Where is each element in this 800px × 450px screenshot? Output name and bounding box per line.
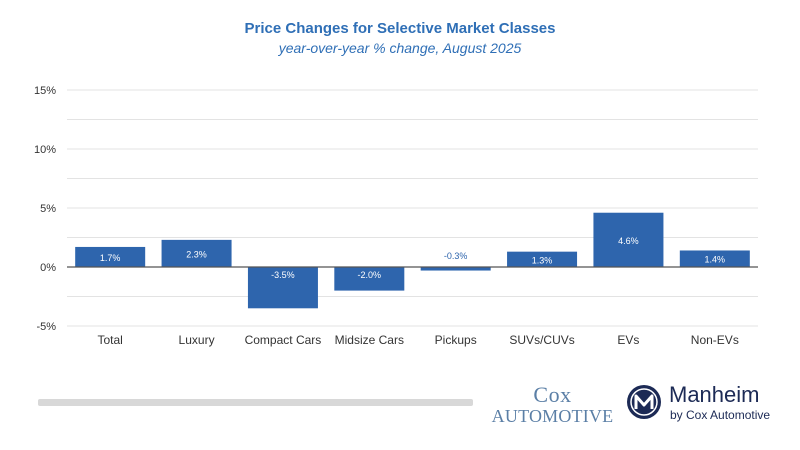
bar: [679, 250, 750, 267]
decorative-divider-bar: [38, 399, 473, 406]
data-label: -0.3%: [444, 251, 468, 261]
chart-subtitle: year-over-year % change, August 2025: [278, 40, 522, 56]
manheim-logo-icon: [627, 385, 661, 419]
cox-logo-line1: Cox: [533, 382, 572, 407]
bar: [507, 251, 578, 267]
manheim-logo-name: Manheim: [669, 382, 760, 407]
data-label: 1.3%: [532, 255, 553, 265]
x-category-label: Midsize Cars: [335, 333, 404, 347]
data-label: 1.7%: [100, 253, 121, 263]
data-label: -3.5%: [271, 270, 295, 280]
bar: [420, 267, 491, 271]
manheim-logo-tagline: by Cox Automotive: [670, 408, 771, 422]
bar: [593, 212, 664, 267]
x-category-label: SUVs/CUVs: [509, 333, 574, 347]
chart-title: Price Changes for Selective Market Class…: [244, 20, 556, 37]
x-category-label: Pickups: [435, 333, 477, 347]
cox-logo-line2: Automotive: [491, 406, 614, 426]
data-label: 1.4%: [705, 255, 726, 265]
data-label: -2.0%: [358, 270, 382, 280]
y-tick-label: 0%: [40, 262, 56, 274]
y-tick-label: 5%: [40, 203, 56, 215]
bar: [334, 267, 405, 291]
y-tick-label: -5%: [36, 321, 56, 333]
x-category-label: Compact Cars: [245, 333, 322, 347]
y-tick-label: 10%: [34, 144, 56, 156]
x-category-label: Non-EVs: [691, 333, 739, 347]
bar: [247, 267, 318, 309]
y-tick-label: 15%: [34, 85, 56, 97]
cox-automotive-logo: Cox Automotive: [490, 382, 615, 426]
bar: [161, 239, 232, 267]
x-category-label: Total: [98, 333, 123, 347]
data-label: 2.3%: [186, 249, 207, 259]
data-label: 4.6%: [618, 236, 639, 246]
x-category-label: EVs: [617, 333, 639, 347]
x-category-label: Luxury: [179, 333, 215, 347]
bar: [75, 246, 146, 267]
